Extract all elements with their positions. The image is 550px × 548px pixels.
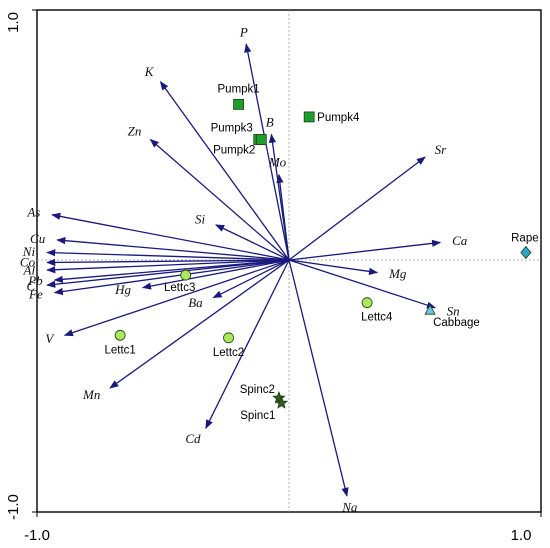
- variable-arrow-as: [51, 212, 290, 261]
- x-axis-ticks: [36, 512, 542, 517]
- variable-label-mg: Mg: [388, 266, 407, 281]
- variable-label-ca: Ca: [452, 233, 468, 248]
- sample-points: Pumpk1 Pumpk3 Pumpk2 Pumpk4 Rape Cabbage Lettc…: [104, 83, 538, 422]
- variable-label-as: As: [26, 205, 40, 220]
- sample-label-lettc3: Lettc3: [164, 282, 195, 294]
- variable-label-p: P: [239, 24, 248, 39]
- y-tick-label-bottom: -1.0: [5, 494, 22, 520]
- variable-label-al: Al: [23, 263, 36, 278]
- sample-point-pumpk1: [233, 98, 245, 110]
- sample-label-spinc1: Spinc1: [240, 410, 275, 422]
- variable-label-b: B: [266, 115, 274, 130]
- variable-label-ba: Ba: [188, 295, 203, 310]
- sample-label-pumpk4: Pumpk4: [317, 112, 360, 124]
- variable-arrow-pb: [53, 259, 290, 284]
- variable-label-mn: Mn: [82, 387, 100, 402]
- variable-label-si: Si: [195, 212, 206, 227]
- sample-point-pumpk4: [303, 111, 315, 123]
- x-tick-label-right: 1.0: [511, 527, 532, 544]
- variable-label-fe: Fe: [28, 286, 43, 301]
- variable-label-na: Na: [341, 500, 358, 515]
- variable-label-cd: Cd: [185, 431, 201, 446]
- variable-arrow-cu: [56, 237, 290, 261]
- variable-arrow-sr: [288, 156, 426, 261]
- sample-label-cabbage: Cabbage: [433, 317, 480, 329]
- variable-arrow-hg: [141, 259, 290, 290]
- variable-label-sr: Sr: [435, 142, 448, 157]
- variable-arrow-cd: [205, 259, 290, 429]
- sample-label-lettc2: Lettc2: [213, 347, 244, 359]
- variable-label-hg: Hg: [114, 282, 131, 297]
- variable-label-v: V: [45, 331, 55, 346]
- sample-point-rape: [520, 245, 532, 260]
- x-tick-label-left: -1.0: [24, 527, 50, 544]
- sample-label-pumpk1: Pumpk1: [218, 83, 260, 95]
- variable-arrow-na: [288, 259, 349, 497]
- variable-label-k: K: [144, 64, 155, 79]
- sample-point-cabbage: [424, 304, 436, 315]
- variable-label-zn: Zn: [128, 124, 142, 139]
- variable-label-mo: Mo: [268, 155, 287, 170]
- variable-label-c: C: [26, 278, 35, 293]
- sample-label-lettc1: Lettc1: [104, 344, 135, 356]
- variable-label-cu: Cu: [30, 231, 46, 246]
- variable-arrow-al: [46, 259, 290, 274]
- sample-point-lettc3: [180, 269, 192, 281]
- variable-arrow-v: [63, 259, 290, 337]
- variable-arrow-fe: [53, 259, 290, 296]
- sample-point-spinc1: [274, 395, 289, 409]
- variable-arrow-ca: [288, 239, 442, 261]
- sample-label-lettc4: Lettc4: [361, 312, 393, 324]
- variable-arrow-k: [159, 81, 290, 261]
- variable-label-pb: Pb: [27, 273, 43, 288]
- variable-arrow-zn: [149, 138, 290, 261]
- variable-label-co: Co: [20, 255, 36, 270]
- sample-point-lettc2: [223, 332, 234, 344]
- variable-arrow-mn: [109, 259, 290, 389]
- sample-label-spinc2: Spinc2: [240, 384, 275, 396]
- variable-arrow-c: [46, 259, 290, 288]
- variable-arrow-p: [244, 43, 290, 261]
- sample-point-lettc4: [361, 297, 373, 309]
- y-tick-label-top: 1.0: [5, 12, 22, 33]
- variable-arrow-co: [46, 258, 290, 267]
- variable-label-ni: Ni: [22, 244, 36, 259]
- variable-arrow-ni: [46, 249, 290, 261]
- variable-arrow-ba: [212, 259, 290, 299]
- variable-arrow-sn: [288, 259, 437, 309]
- variable-label-sn: Sn: [447, 303, 460, 318]
- sample-label-rape: Rape: [511, 232, 539, 244]
- variable-arrow-si: [215, 224, 290, 261]
- sample-label-pumpk2: Pumpk2: [213, 145, 255, 157]
- variable-arrow-mg: [288, 259, 379, 275]
- y-axis-ticks: [32, 9, 37, 513]
- sample-point-pumpk2: [255, 134, 267, 145]
- sample-point-lettc1: [114, 329, 126, 341]
- variable-arrow-mo: [276, 173, 290, 261]
- sample-label-pumpk3: Pumpk3: [211, 123, 253, 135]
